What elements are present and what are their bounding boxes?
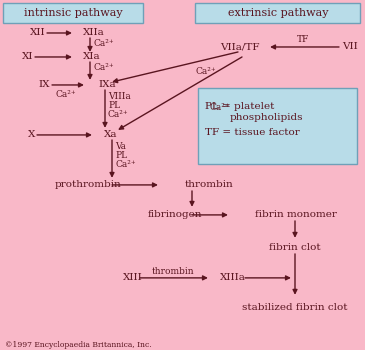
Text: Ca²⁺: Ca²⁺: [210, 104, 231, 112]
Text: Ca²⁺: Ca²⁺: [108, 111, 128, 119]
Text: stabilized fibrin clot: stabilized fibrin clot: [242, 303, 348, 312]
Text: intrinsic pathway: intrinsic pathway: [24, 8, 122, 18]
Text: XIII: XIII: [123, 273, 143, 282]
Text: XIa: XIa: [83, 52, 101, 62]
Text: Va: Va: [115, 142, 126, 152]
Text: PL = platelet: PL = platelet: [205, 103, 274, 111]
Text: IXa: IXa: [98, 80, 116, 90]
Text: prothrombin: prothrombin: [55, 180, 122, 189]
Text: ©1997 Encyclopaedia Britannica, Inc.: ©1997 Encyclopaedia Britannica, Inc.: [5, 341, 151, 349]
Text: PL: PL: [115, 152, 127, 160]
Text: Ca²⁺: Ca²⁺: [196, 68, 216, 76]
Text: XIIIa: XIIIa: [220, 273, 246, 282]
Text: XI: XI: [22, 52, 34, 62]
FancyBboxPatch shape: [3, 3, 143, 23]
Text: fibrin monomer: fibrin monomer: [255, 210, 337, 219]
Text: Ca²⁺: Ca²⁺: [115, 160, 136, 169]
Text: VII: VII: [342, 42, 358, 51]
Text: TF: TF: [297, 35, 309, 44]
FancyBboxPatch shape: [198, 88, 357, 164]
Text: extrinsic pathway: extrinsic pathway: [228, 8, 328, 18]
Text: phospholipids: phospholipids: [230, 113, 304, 122]
Text: thrombin: thrombin: [185, 180, 234, 189]
Text: TF = tissue factor: TF = tissue factor: [205, 128, 300, 138]
Text: VIIa/TF: VIIa/TF: [220, 42, 260, 51]
Text: XIIa: XIIa: [83, 28, 105, 37]
Text: Ca²⁺: Ca²⁺: [93, 40, 114, 49]
Text: IX: IX: [38, 80, 50, 90]
FancyBboxPatch shape: [195, 3, 360, 23]
Text: X: X: [28, 131, 35, 139]
Text: fibrinogen: fibrinogen: [148, 210, 203, 219]
Text: Xa: Xa: [104, 131, 118, 139]
Text: XII: XII: [30, 28, 46, 37]
Text: VIIIa: VIIIa: [108, 92, 131, 102]
Text: Ca²⁺: Ca²⁺: [93, 63, 114, 72]
Text: Ca²⁺: Ca²⁺: [55, 90, 76, 99]
Text: PL: PL: [108, 102, 120, 111]
Text: fibrin clot: fibrin clot: [269, 243, 321, 252]
Text: thrombin: thrombin: [152, 267, 194, 276]
